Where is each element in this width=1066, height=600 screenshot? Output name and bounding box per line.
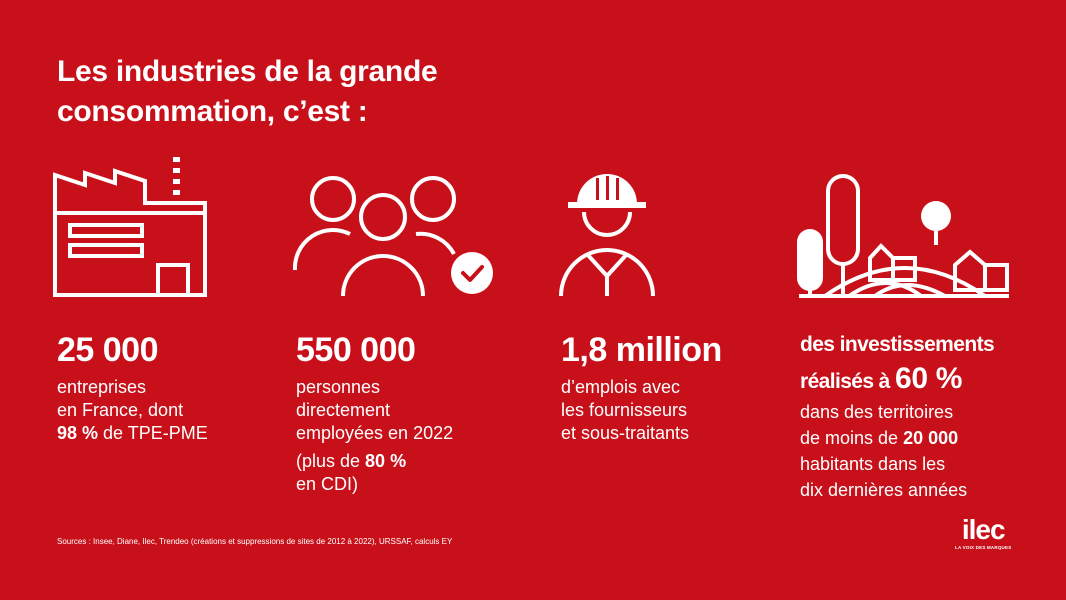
stat-jobs: 1,8 million d’emplois avec les fournisse…	[561, 330, 722, 445]
stat-line: les fournisseurs	[561, 400, 688, 420]
stat-line: en CDI)	[296, 474, 359, 494]
stat-text: (plus de	[296, 451, 366, 471]
stat-highlight: 20 000	[903, 428, 959, 448]
stat-highlight: 98 %	[57, 423, 99, 443]
stat-line: habitants dans les	[800, 454, 946, 474]
worker-icon	[559, 174, 655, 297]
page-title: Les industries de la grande consommation…	[57, 52, 438, 132]
stat-number: 60 %	[895, 362, 963, 395]
stat-investments: des investissements réalisés à 60 % dans…	[800, 330, 995, 503]
landscape-icon	[797, 174, 1009, 298]
stat-line: d’emplois avec	[561, 377, 681, 397]
stat-line: dans des territoires	[800, 402, 954, 422]
factory-icon	[53, 157, 207, 297]
stat-heading: des investissements	[800, 333, 995, 356]
stat-line: directement	[296, 400, 391, 420]
title-line-2: consommation, c’est :	[57, 95, 368, 128]
stat-description: d’emplois avec les fournisseurs et sous-…	[561, 376, 722, 445]
stat-line: en France, dont	[57, 400, 184, 420]
stat-line: entreprises	[57, 377, 147, 397]
stat-companies: 25 000 entreprises en France, dont 98 % …	[57, 330, 208, 445]
stat-line: 98 % de TPE-PME	[57, 422, 208, 445]
stat-heading: réalisés à 60 %	[800, 364, 994, 397]
stat-description: dans des territoires de moins de 20 000 …	[800, 399, 994, 503]
stat-line: employées en 2022	[296, 423, 454, 443]
stat-line: personnes	[296, 377, 381, 397]
stat-number: 1,8 million	[561, 331, 722, 369]
stat-text: de moins de	[800, 428, 904, 448]
title-line-1: Les industries de la grande	[57, 55, 438, 88]
stat-line: et sous-traitants	[561, 423, 690, 443]
stat-text: de TPE-PME	[98, 423, 208, 443]
ilec-logo: ilec LA VOIX DES MARQUES	[955, 514, 1012, 551]
stat-description: personnes directement employées en 2022 …	[296, 376, 453, 496]
logo-tagline: LA VOIX DES MARQUES	[955, 545, 1012, 550]
stat-number: 25 000	[57, 331, 158, 369]
logo-word: ilec	[961, 514, 1006, 545]
stat-description: entreprises en France, dont 98 % de TPE-…	[57, 376, 208, 445]
stat-line: (plus de 80 %	[296, 450, 453, 473]
stat-people: 550 000 personnes directement employées …	[296, 330, 453, 496]
sources-note: Sources : Insee, Diane, Ilec, Trendeo (c…	[57, 537, 453, 546]
stat-highlight: 80 %	[365, 451, 407, 471]
stat-line: de moins de 20 000	[800, 425, 994, 451]
stat-number: 550 000	[296, 331, 416, 369]
stat-text: réalisés à	[800, 370, 895, 393]
people-icon	[292, 176, 493, 297]
stat-line: dix dernières années	[800, 480, 968, 500]
